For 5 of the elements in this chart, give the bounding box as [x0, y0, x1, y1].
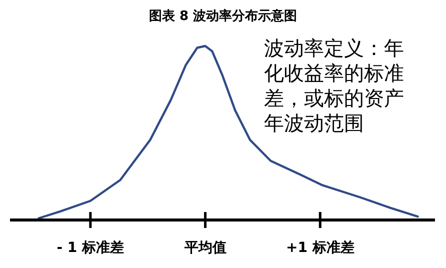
x-tick-label: - 1 标准差: [56, 240, 124, 256]
annotation: 波动率定义：年化收益率的标准差，或标的资产年波动范围: [264, 36, 405, 136]
x-tick-label: +1 标准差: [286, 240, 354, 256]
chart-title: 图表 8 波动率分布示意图: [148, 8, 298, 24]
x-tick-label: 平均值: [183, 240, 226, 256]
